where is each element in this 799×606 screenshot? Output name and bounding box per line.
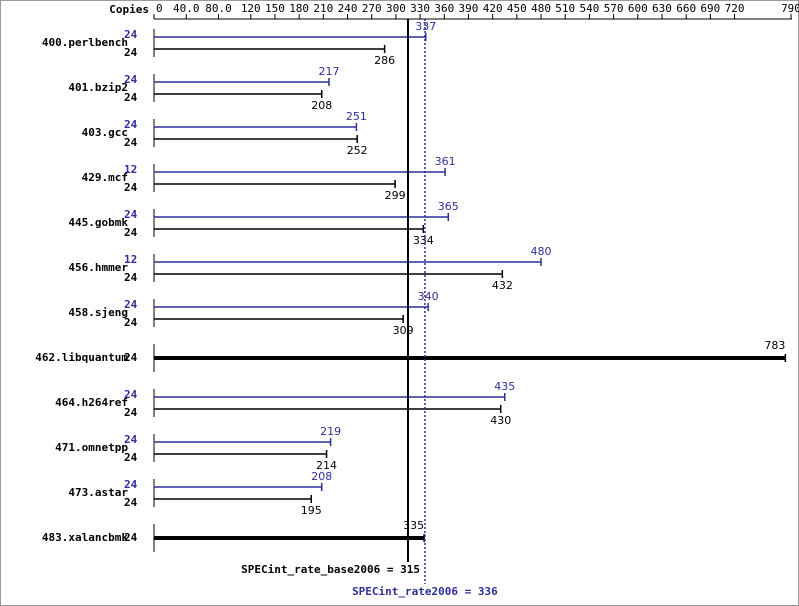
- x-tick-label: 390: [459, 2, 479, 15]
- base-value-label: 286: [374, 54, 395, 67]
- peak-copies: 24: [124, 433, 138, 446]
- base-copies: 24: [124, 226, 138, 239]
- peak-value-label: 219: [320, 425, 341, 438]
- peak-value-label: 337: [415, 20, 436, 33]
- peak-copies: 24: [124, 118, 138, 131]
- x-tick-label: 480: [531, 2, 551, 15]
- peak-mean-label: SPECint_rate2006 = 336: [352, 585, 498, 598]
- x-tick-label: 420: [483, 2, 503, 15]
- x-tick-label: 570: [604, 2, 624, 15]
- peak-copies: 24: [124, 208, 138, 221]
- benchmark-name: 401.bzip2: [68, 81, 128, 94]
- peak-value-label: 251: [346, 110, 367, 123]
- base-copies: 24: [124, 351, 138, 364]
- base-copies: 24: [124, 496, 138, 509]
- peak-value-label: 480: [531, 245, 552, 258]
- peak-copies: 24: [124, 298, 138, 311]
- x-tick-label: 150: [265, 2, 285, 15]
- x-tick-label: 80.0: [205, 2, 232, 15]
- peak-copies: 24: [124, 478, 138, 491]
- x-axis-label: Copies: [109, 3, 149, 16]
- peak-value-label: 340: [418, 290, 439, 303]
- benchmark-name: 471.omnetpp: [55, 441, 128, 454]
- base-value-label: 432: [492, 279, 513, 292]
- benchmark-name: 458.sjeng: [68, 306, 128, 319]
- x-tick-label: 690: [700, 2, 720, 15]
- x-tick-label: 300: [386, 2, 406, 15]
- peak-copies: 12: [124, 163, 137, 176]
- peak-value-label: 435: [494, 380, 515, 393]
- base-value-label: 783: [764, 339, 785, 352]
- base-copies: 24: [124, 271, 138, 284]
- x-tick-label: 270: [362, 2, 382, 15]
- x-tick-label: 660: [676, 2, 696, 15]
- x-tick-label: 180: [289, 2, 309, 15]
- benchmark-name: 445.gobmk: [68, 216, 128, 229]
- x-tick-label: 40.0: [173, 2, 200, 15]
- benchmark-name: 462.libquantum: [35, 351, 128, 364]
- peak-value-label: 365: [438, 200, 459, 213]
- benchmark-name: 483.xalancbmk: [42, 531, 128, 544]
- x-tick-label: 510: [555, 2, 575, 15]
- benchmark-name: 400.perlbench: [42, 36, 128, 49]
- base-mean-label: SPECint_rate_base2006 = 315: [241, 563, 420, 576]
- peak-copies: 24: [124, 28, 138, 41]
- x-tick-label: 240: [338, 2, 358, 15]
- base-copies: 24: [124, 181, 138, 194]
- base-copies: 24: [124, 531, 138, 544]
- base-value-label: 195: [301, 504, 322, 517]
- base-value-label: 430: [490, 414, 511, 427]
- x-tick-label: 0: [156, 2, 163, 15]
- peak-value-label: 217: [318, 65, 339, 78]
- base-value-label: 335: [403, 519, 424, 532]
- base-value-label: 299: [385, 189, 406, 202]
- x-tick-label: 720: [725, 2, 745, 15]
- base-value-label: 252: [347, 144, 368, 157]
- base-copies: 24: [124, 136, 138, 149]
- base-value-label: 214: [316, 459, 337, 472]
- peak-copies: 24: [124, 73, 138, 86]
- base-value-label: 208: [311, 99, 332, 112]
- base-value-label: 309: [393, 324, 414, 337]
- x-tick-label: 120: [241, 2, 261, 15]
- peak-value-label: 208: [311, 470, 332, 483]
- base-value-label: 334: [413, 234, 434, 247]
- x-tick-label: 790: [781, 2, 799, 15]
- benchmark-name: 464.h264ref: [55, 396, 128, 409]
- base-copies: 24: [124, 316, 138, 329]
- x-tick-label: 330: [410, 2, 430, 15]
- x-tick-label: 600: [628, 2, 648, 15]
- benchmark-name: 403.gcc: [82, 126, 128, 139]
- peak-copies: 12: [124, 253, 137, 266]
- benchmark-name: 473.astar: [68, 486, 128, 499]
- base-copies: 24: [124, 406, 138, 419]
- x-tick-label: 210: [313, 2, 333, 15]
- base-copies: 24: [124, 46, 138, 59]
- base-copies: 24: [124, 451, 138, 464]
- benchmark-name: 456.hmmer: [68, 261, 128, 274]
- peak-value-label: 361: [435, 155, 456, 168]
- x-tick-label: 630: [652, 2, 672, 15]
- x-tick-label: 540: [579, 2, 599, 15]
- x-tick-label: 360: [434, 2, 454, 15]
- x-tick-label: 450: [507, 2, 527, 15]
- peak-copies: 24: [124, 388, 138, 401]
- benchmark-name: 429.mcf: [82, 171, 128, 184]
- base-copies: 24: [124, 91, 138, 104]
